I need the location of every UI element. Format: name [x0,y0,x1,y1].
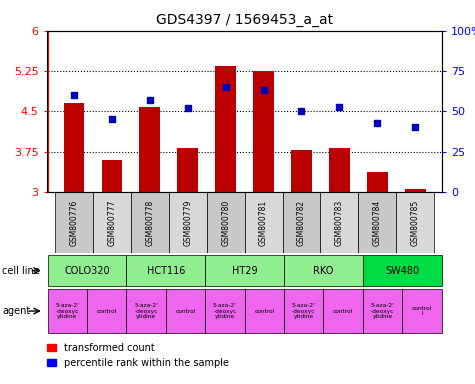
Bar [363,255,442,286]
Text: RKO: RKO [314,266,333,276]
Text: GSM800784: GSM800784 [373,200,382,246]
Bar [205,255,284,286]
Bar [396,192,434,253]
Bar [169,192,207,253]
Text: GSM800780: GSM800780 [221,200,230,246]
Point [260,87,267,93]
Text: 5-aza-2'
-deoxyc
ytidine: 5-aza-2' -deoxyc ytidine [370,303,395,319]
Text: GSM800779: GSM800779 [183,200,192,246]
Bar [126,255,205,286]
Bar [363,289,402,333]
Legend: transformed count, percentile rank within the sample: transformed count, percentile rank withi… [43,339,233,372]
Bar [291,150,312,192]
Text: cell line: cell line [2,266,40,276]
Text: HT29: HT29 [232,266,257,276]
Text: HCT116: HCT116 [147,266,185,276]
Text: 5-aza-2'
-deoxyc
ytidine: 5-aza-2' -deoxyc ytidine [134,303,158,319]
Point [146,97,153,103]
Text: SW480: SW480 [385,266,419,276]
Bar [207,192,245,253]
Point [70,92,78,98]
Point [373,119,381,126]
Text: GSM800776: GSM800776 [69,200,78,246]
Text: GSM800777: GSM800777 [107,200,116,246]
Bar [205,289,245,333]
Bar [283,192,321,253]
Bar [367,172,388,192]
Text: control: control [96,308,117,314]
Text: GSM800778: GSM800778 [145,200,154,246]
Bar [55,192,93,253]
Text: 5-aza-2'
-deoxyc
ytidine: 5-aza-2' -deoxyc ytidine [292,303,316,319]
Bar [64,103,85,192]
Point [336,103,343,109]
Text: control: control [333,308,353,314]
Bar [405,189,426,192]
Text: GSM800785: GSM800785 [411,200,420,246]
Bar [323,289,363,333]
Point [222,84,229,90]
Bar [166,289,205,333]
Text: COLO320: COLO320 [64,266,110,276]
Point [184,105,191,111]
Text: control: control [254,308,275,314]
Bar [321,192,358,253]
Text: 5-aza-2'
-deoxyc
ytidine: 5-aza-2' -deoxyc ytidine [213,303,237,319]
Title: GDS4397 / 1569453_a_at: GDS4397 / 1569453_a_at [156,13,333,27]
Bar [126,289,166,333]
Text: GSM800782: GSM800782 [297,200,306,246]
Text: GSM800781: GSM800781 [259,200,268,246]
Text: GSM800783: GSM800783 [335,200,344,246]
Point [108,116,116,122]
Bar [140,107,160,192]
Bar [329,148,350,192]
Bar [131,192,169,253]
Bar [215,66,236,192]
Bar [284,289,323,333]
Bar [102,160,123,192]
Bar [245,289,284,333]
Bar [48,255,126,286]
Text: 5-aza-2'
-deoxyc
ytidine: 5-aza-2' -deoxyc ytidine [55,303,79,319]
Bar [284,255,363,286]
Bar [402,289,442,333]
Point [298,108,305,114]
Text: agent: agent [2,306,30,316]
Bar [253,71,274,192]
Text: control
l: control l [412,306,432,316]
Bar [245,192,283,253]
Bar [358,192,396,253]
Bar [48,289,87,333]
Bar [177,148,198,192]
Bar [93,192,131,253]
Text: control: control [175,308,196,314]
Bar [87,289,126,333]
Point [411,124,419,131]
